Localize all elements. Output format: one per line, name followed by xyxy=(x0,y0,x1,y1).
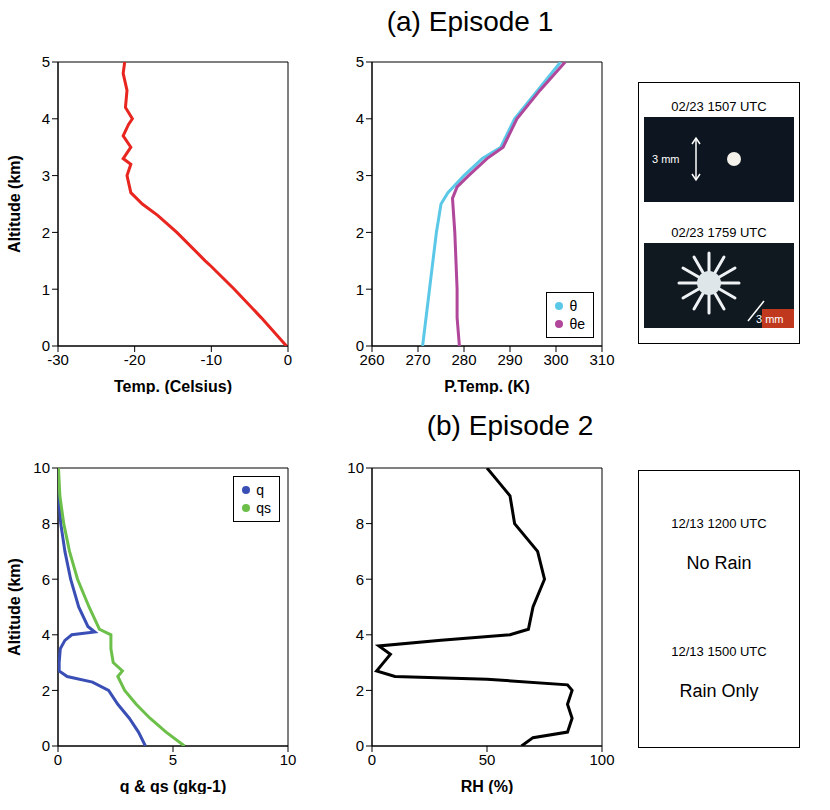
svg-text:0: 0 xyxy=(284,351,292,368)
html-text:q: q xyxy=(256,482,264,498)
svg-text:100: 100 xyxy=(589,751,614,768)
svg-text:2: 2 xyxy=(356,682,364,699)
svg-text:RH (%): RH (%) xyxy=(461,778,513,794)
svg-text:5: 5 xyxy=(42,53,50,70)
svg-text:290: 290 xyxy=(497,351,522,368)
svg-text:260: 260 xyxy=(359,350,385,368)
svg-text:0: 0 xyxy=(42,337,50,354)
html-text:θ: θ xyxy=(569,298,578,314)
svg-text:1: 1 xyxy=(356,281,364,298)
svg-text:2: 2 xyxy=(356,224,364,241)
svg-text:Altitude (km): Altitude (km) xyxy=(6,558,23,656)
svg-text:270: 270 xyxy=(405,351,430,368)
svg-text:-30: -30 xyxy=(47,351,69,368)
svg-text:310: 310 xyxy=(589,351,614,368)
svg-text:4: 4 xyxy=(356,626,364,643)
svg-text:3: 3 xyxy=(356,167,364,184)
svg-text:10: 10 xyxy=(33,459,50,476)
svg-text:1: 1 xyxy=(42,281,50,298)
svg-text:280: 280 xyxy=(451,351,476,368)
svg-text:0: 0 xyxy=(54,751,62,768)
svg-text:3 mm: 3 mm xyxy=(652,153,680,165)
html-text:(b) Episode 2: (b) Episode 2 xyxy=(426,410,594,441)
svg-text:5: 5 xyxy=(169,751,177,768)
svg-text:10: 10 xyxy=(347,459,364,476)
svg-text:0: 0 xyxy=(368,751,376,768)
svg-text:2: 2 xyxy=(42,224,50,241)
svg-text:Altitude (km): Altitude (km) xyxy=(6,155,23,253)
svg-text:Temp. (Celsius): Temp. (Celsius) xyxy=(114,378,232,394)
html-text:02/23 1507 UTC: 02/23 1507 UTC xyxy=(671,98,767,114)
svg-text:4: 4 xyxy=(42,626,50,643)
svg-text:50: 50 xyxy=(479,751,496,768)
svg-text:3 mm: 3 mm xyxy=(756,313,784,325)
html-text:12/13 1200 UTC: 12/13 1200 UTC xyxy=(671,516,767,531)
svg-text:10: 10 xyxy=(280,751,297,768)
svg-text:5: 5 xyxy=(356,53,364,70)
svg-text:0: 0 xyxy=(42,737,50,754)
svg-text:-20: -20 xyxy=(124,351,146,368)
html-text:12/13 1500 UTC: 12/13 1500 UTC xyxy=(671,644,767,659)
svg-text:4: 4 xyxy=(356,110,364,127)
svg-text:4: 4 xyxy=(42,110,50,127)
svg-text:2: 2 xyxy=(42,682,50,699)
html-text:(a) Episode 1: (a) Episode 1 xyxy=(386,6,554,37)
svg-text:8: 8 xyxy=(42,515,50,532)
html-text:qs: qs xyxy=(256,500,271,516)
svg-text:-10: -10 xyxy=(200,351,222,368)
svg-text:q & qs (gkg-1): q & qs (gkg-1) xyxy=(120,778,227,794)
svg-text:6: 6 xyxy=(356,571,364,588)
svg-text:P.Temp. (K): P.Temp. (K) xyxy=(444,378,530,394)
svg-text:0: 0 xyxy=(356,737,364,754)
svg-text:0: 0 xyxy=(356,337,364,354)
html-text:No Rain: No Rain xyxy=(686,553,752,573)
svg-text:8: 8 xyxy=(356,515,364,532)
html-text:Rain Only: Rain Only xyxy=(679,681,759,701)
html-text:02/23 1759 UTC: 02/23 1759 UTC xyxy=(671,224,767,240)
svg-text:300: 300 xyxy=(543,351,568,368)
svg-text:3: 3 xyxy=(42,167,50,184)
html-text:θe: θe xyxy=(569,316,585,332)
svg-text:6: 6 xyxy=(42,571,50,588)
